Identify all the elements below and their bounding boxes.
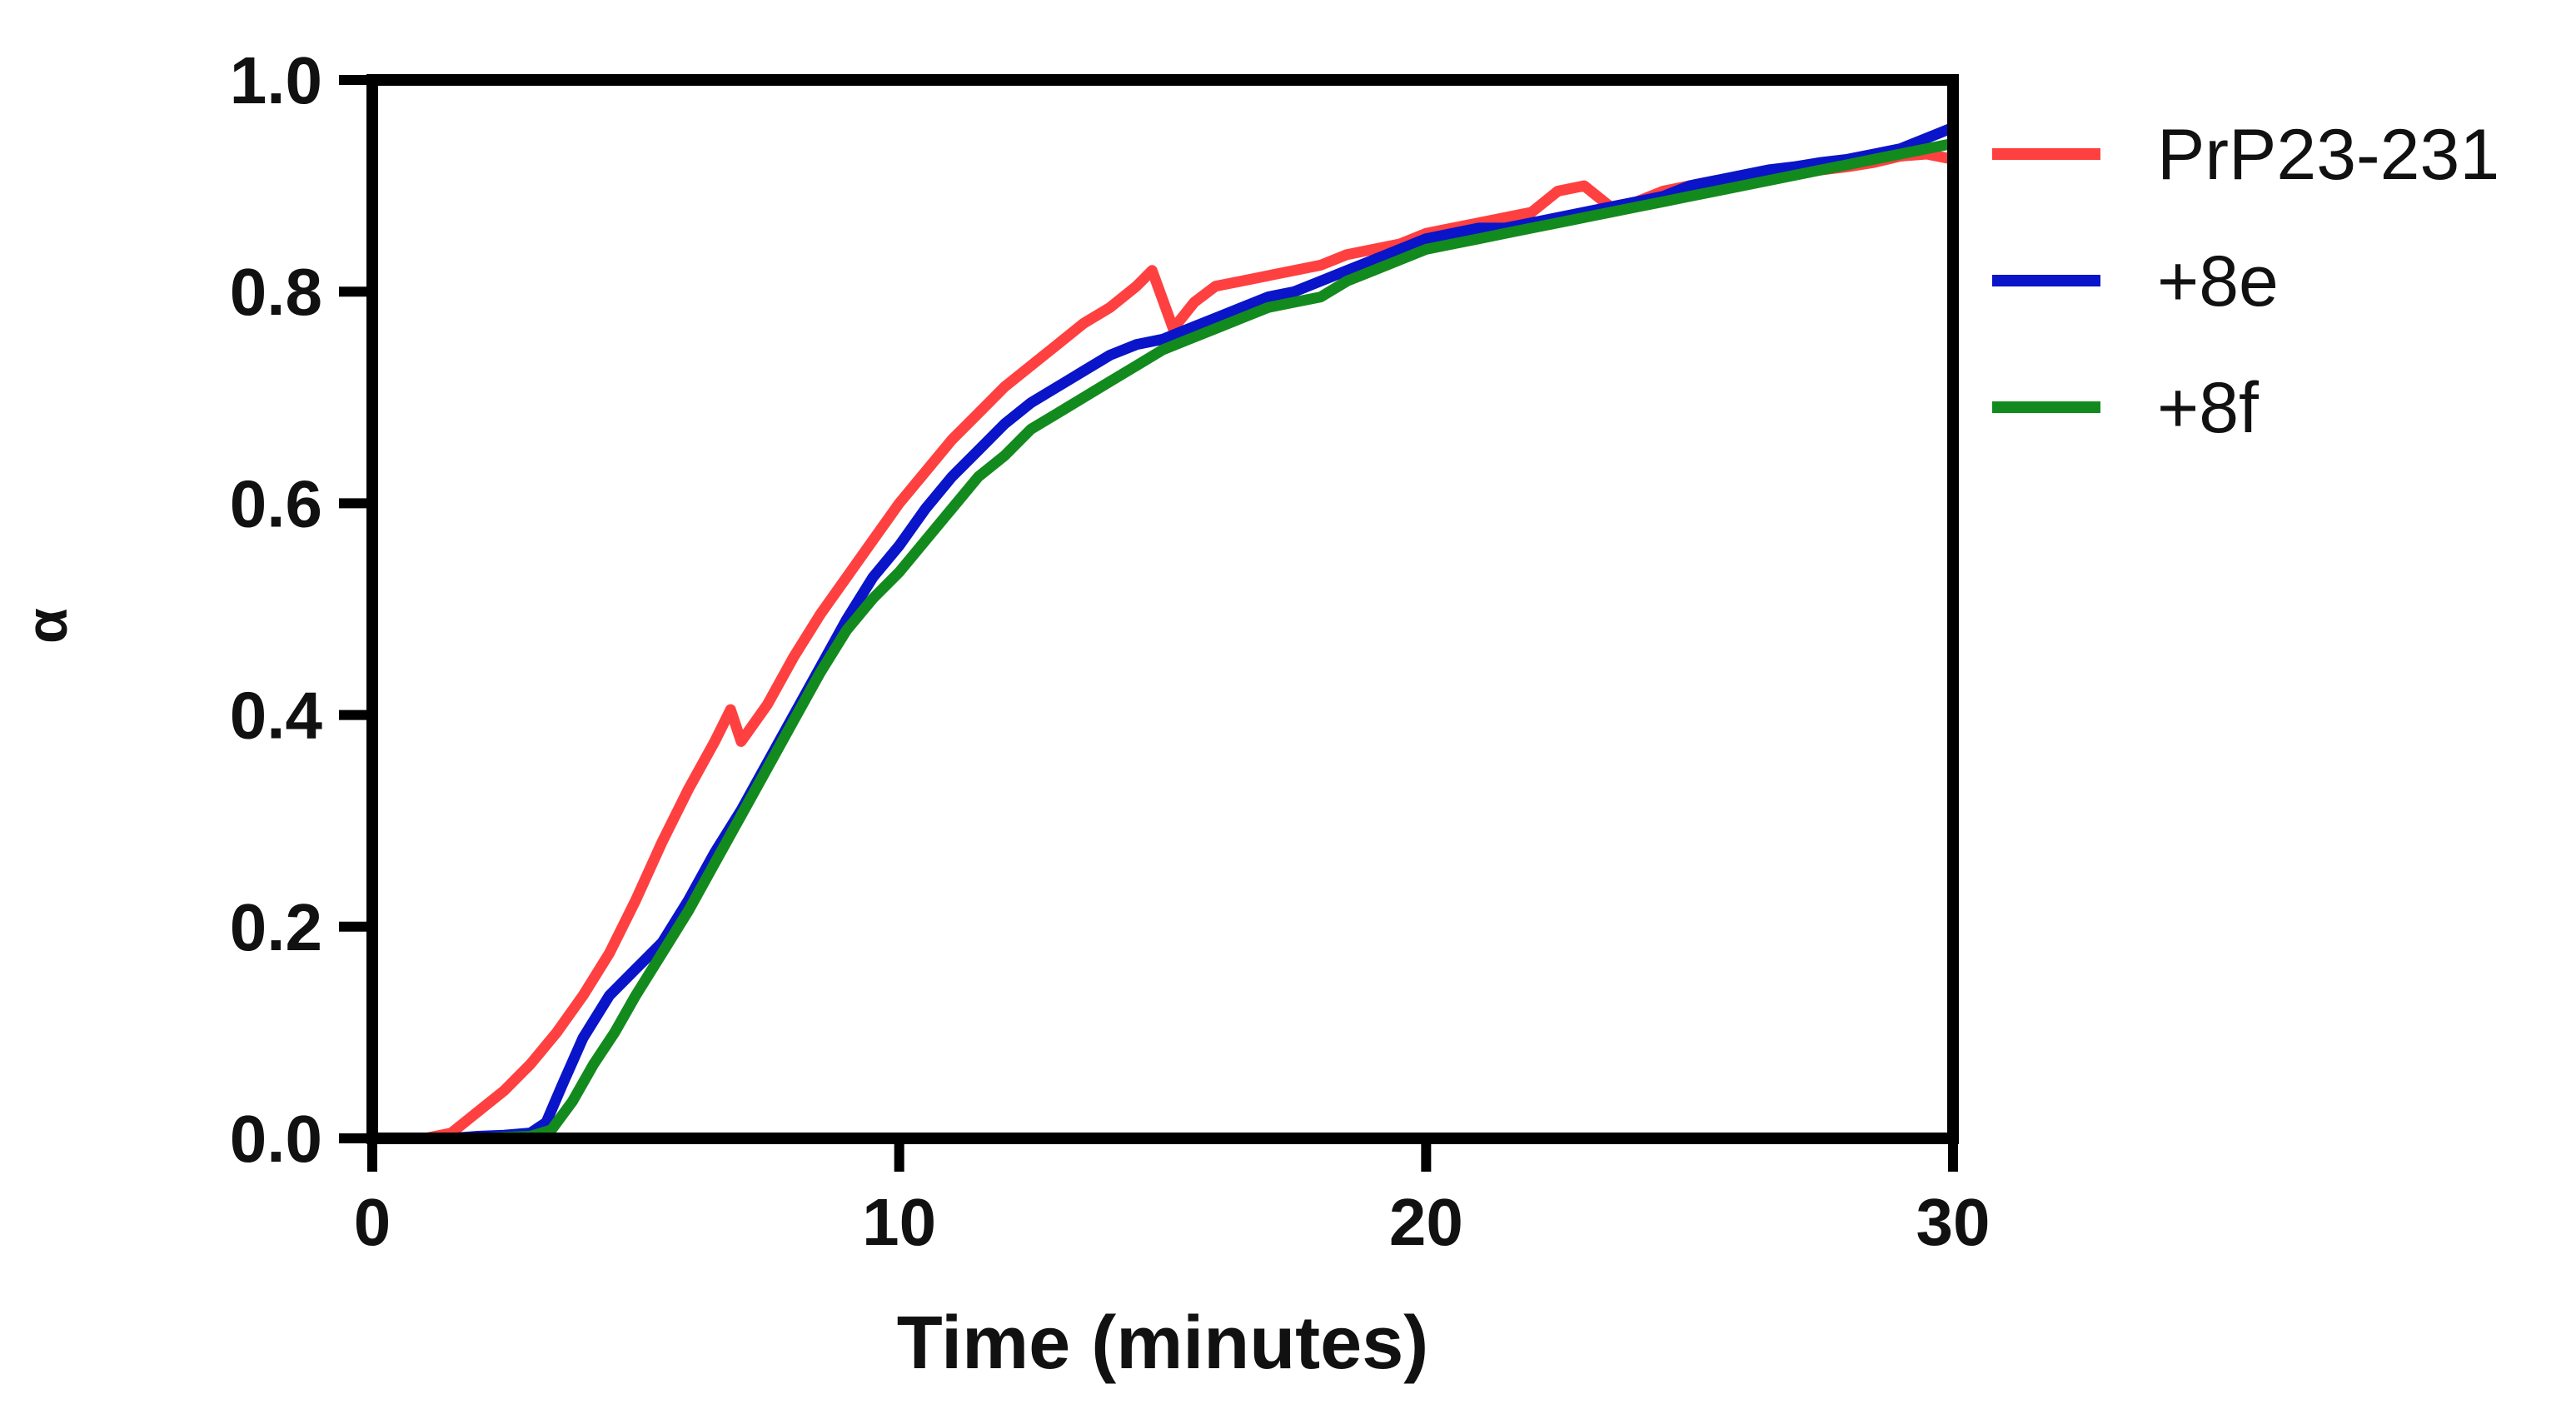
y-axis-label: α <box>14 608 79 644</box>
y-axis: 0.0 0.2 0.4 0.6 0.8 1.0 <box>230 43 372 1176</box>
series-line-3 <box>366 137 1959 1144</box>
series-line-2 <box>366 122 1959 1144</box>
x-tick-label: 10 <box>862 1185 936 1259</box>
legend: PrP23-231 +8e +8f <box>1992 115 2499 448</box>
y-tick-label: 0.2 <box>230 890 322 964</box>
y-tick-label: 0.4 <box>230 679 323 753</box>
y-tick-label: 1.0 <box>230 43 322 117</box>
y-tick-label: 0.8 <box>230 255 322 329</box>
series-layer <box>366 122 1959 1144</box>
legend-label-1: PrP23-231 <box>2157 115 2499 195</box>
x-axis-label: Time (minutes) <box>897 1302 1428 1385</box>
y-tick-label: 0.6 <box>230 466 322 540</box>
plot-frame <box>366 74 1959 1144</box>
x-tick-label: 30 <box>1916 1185 1991 1259</box>
legend-label-2: +8e <box>2157 241 2279 321</box>
x-tick-label: 0 <box>354 1185 391 1259</box>
y-tick-label: 0.0 <box>230 1102 322 1176</box>
x-axis: 0 10 20 30 <box>354 1138 1991 1259</box>
legend-label-3: +8f <box>2157 368 2260 448</box>
x-tick-label: 20 <box>1389 1185 1463 1259</box>
